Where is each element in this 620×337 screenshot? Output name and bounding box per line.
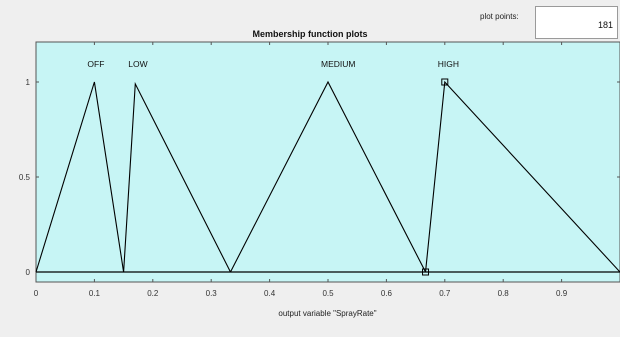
x-axis-label: output variable "SprayRate" bbox=[278, 309, 377, 318]
x-tick-label: 0.5 bbox=[322, 289, 334, 298]
plot-points-label: plot points: bbox=[480, 12, 519, 21]
mf-off-line[interactable] bbox=[35, 81, 125, 273]
selection-handle[interactable] bbox=[422, 268, 430, 276]
x-tick-label: 0.6 bbox=[381, 289, 393, 298]
mf-high-line[interactable] bbox=[424, 80, 620, 273]
plot-title: Membership function plots bbox=[252, 29, 368, 39]
mf-medium-line[interactable] bbox=[229, 80, 427, 273]
mf-medium-label: MEDIUM bbox=[321, 59, 355, 69]
y-tick-label: 1 bbox=[26, 78, 31, 87]
selection-handle[interactable] bbox=[441, 78, 449, 86]
mf-off-label: OFF bbox=[87, 59, 104, 69]
mf-low-line[interactable] bbox=[123, 81, 231, 273]
mf-high-label: HIGH bbox=[438, 59, 459, 69]
y-tick-label: 0.5 bbox=[19, 173, 31, 182]
x-tick-label: 0.4 bbox=[264, 289, 276, 298]
x-tick-label: 0.9 bbox=[556, 289, 568, 298]
mf-low-label: LOW bbox=[128, 59, 147, 69]
x-tick-label: 0.8 bbox=[498, 289, 510, 298]
plot-points-field[interactable]: 181 bbox=[535, 6, 618, 39]
plot-area bbox=[35, 41, 620, 283]
x-tick-label: 0.2 bbox=[147, 289, 159, 298]
y-tick-label: 0 bbox=[26, 268, 31, 277]
x-tick-label: 0.1 bbox=[89, 289, 101, 298]
x-tick-label: 0 bbox=[34, 289, 39, 298]
x-tick-label: 0.7 bbox=[439, 289, 451, 298]
x-tick-label: 0.3 bbox=[206, 289, 218, 298]
